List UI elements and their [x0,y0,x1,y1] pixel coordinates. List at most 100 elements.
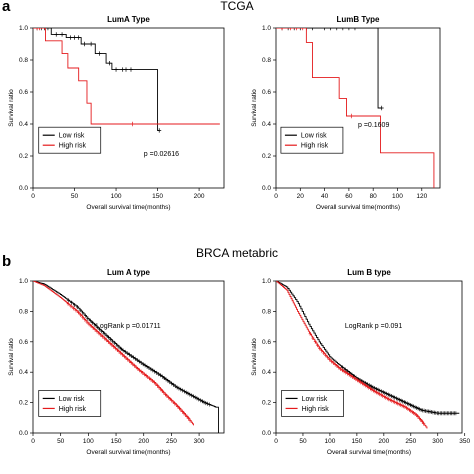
censor-mark-low-risk [107,61,112,66]
km-curve-low-risk [33,28,160,131]
y-axis-label: Survival ratio [251,338,258,376]
censor-mark-high-risk [381,393,385,398]
censor-mark-high-risk [154,381,158,386]
censor-mark-low-risk [322,28,327,31]
legend-label-low-risk: Low risk [302,396,328,403]
censor-mark-low-risk [184,390,188,395]
censor-mark-low-risk [106,335,110,340]
censor-mark-low-risk [186,391,190,396]
censor-mark-high-risk [87,322,91,327]
censor-mark-low-risk [376,387,380,392]
censor-mark-high-risk [400,403,404,408]
censor-mark-low-risk [197,397,201,402]
censor-mark-low-risk [399,398,403,403]
censor-mark-low-risk [100,329,104,334]
censor-mark-low-risk [402,400,406,405]
plot-area [276,28,435,188]
y-tick-label: 0.6 [19,339,28,346]
censor-mark-high-risk [174,402,178,407]
censor-mark-low-risk [379,105,384,111]
x-tick-label: 50 [71,193,79,200]
censor-mark-high-risk [412,410,416,415]
censor-mark-high-risk [142,372,146,377]
censor-mark-low-risk [157,128,162,133]
censor-mark-high-risk [141,370,145,375]
legend: Low risk High risk [280,126,344,154]
censor-mark-low-risk [383,390,387,395]
p-value-annotation: LogRank p =0.01711 [96,323,161,330]
x-axis-label: Overall survival time(months) [316,204,400,211]
censor-mark-high-risk [357,379,361,384]
censor-mark-low-risk [346,28,351,31]
legend-label-high-risk: High risk [59,406,87,413]
legend-label-low-risk: Low risk [59,133,85,140]
censor-mark-high-risk [420,419,424,424]
censor-mark-high-risk [113,346,117,351]
x-tick-label: 250 [405,438,416,445]
censor-mark-high-risk [315,343,319,348]
censor-mark-low-risk [181,388,185,393]
censor-mark-low-risk [73,302,77,307]
x-axis-label: Overall survival time(months) [86,449,170,456]
y-tick-label: 0.2 [19,153,28,160]
censor-mark-high-risk [331,360,335,365]
censor-mark-high-risk [359,380,363,385]
censor-mark-high-risk [144,373,148,378]
y-tick-label: 0.4 [19,121,28,128]
censor-mark-low-risk [411,404,415,409]
censor-mark-low-risk [393,395,397,400]
y-tick-label: 0.0 [262,430,271,437]
y-tick-label: 1.0 [262,25,271,32]
y-tick-label: 0.0 [262,185,271,192]
censor-mark-high-risk [335,364,339,369]
censor-mark-low-risk [91,320,95,325]
censor-mark-low-risk [72,35,77,40]
y-tick-label: 0.6 [262,339,271,346]
censor-mark-high-risk [344,370,348,375]
censor-mark-high-risk [382,394,386,399]
censor-mark-high-risk [351,374,355,379]
censor-mark-low-risk [182,389,186,394]
censor-mark-low-risk [114,67,119,72]
censor-mark-low-risk [378,388,382,393]
censor-mark-low-risk [171,382,175,387]
censor-mark-low-risk [66,298,70,303]
x-tick-label: 100 [392,193,403,200]
censor-mark-low-risk [97,51,102,56]
censor-mark-low-risk [115,343,119,348]
legend-label-high-risk: High risk [302,406,330,413]
censor-mark-low-risk [391,394,395,399]
censor-mark-low-risk [102,331,106,336]
plot-title: Lum A type [107,268,151,277]
legend-label-high-risk: High risk [59,143,87,150]
y-axis-label: Survival ratio [8,338,15,376]
censor-mark-high-risk [376,391,380,396]
censor-mark-high-risk [121,352,125,357]
censor-mark-high-risk [367,385,371,390]
censor-mark-low-risk [410,403,414,408]
censor-mark-high-risk [422,421,426,426]
censor-mark-low-risk [198,398,202,403]
censor-mark-low-risk [143,363,147,368]
censor-mark-high-risk [337,365,341,370]
censor-mark-high-risk [106,339,110,344]
censor-mark-low-risk [371,385,375,390]
censor-mark-high-risk [354,377,358,382]
censor-mark-high-risk [403,404,407,409]
legend-label-high-risk: High risk [301,143,329,150]
x-tick-label: 80 [370,193,378,200]
censor-mark-high-risk [131,362,135,367]
censor-mark-high-risk [168,397,172,402]
censor-mark-high-risk [179,407,183,412]
censor-mark-high-risk [151,379,155,384]
y-tick-label: 0.4 [262,369,271,376]
legend-box [38,126,102,154]
censor-mark-high-risk [157,385,161,390]
x-tick-label: 150 [152,193,163,200]
censor-mark-low-risk [193,395,197,400]
censor-mark-high-risk [419,417,423,422]
censor-mark-low-risk [200,399,204,404]
censor-mark-low-risk [386,392,390,397]
censor-mark-low-risk [93,322,97,327]
